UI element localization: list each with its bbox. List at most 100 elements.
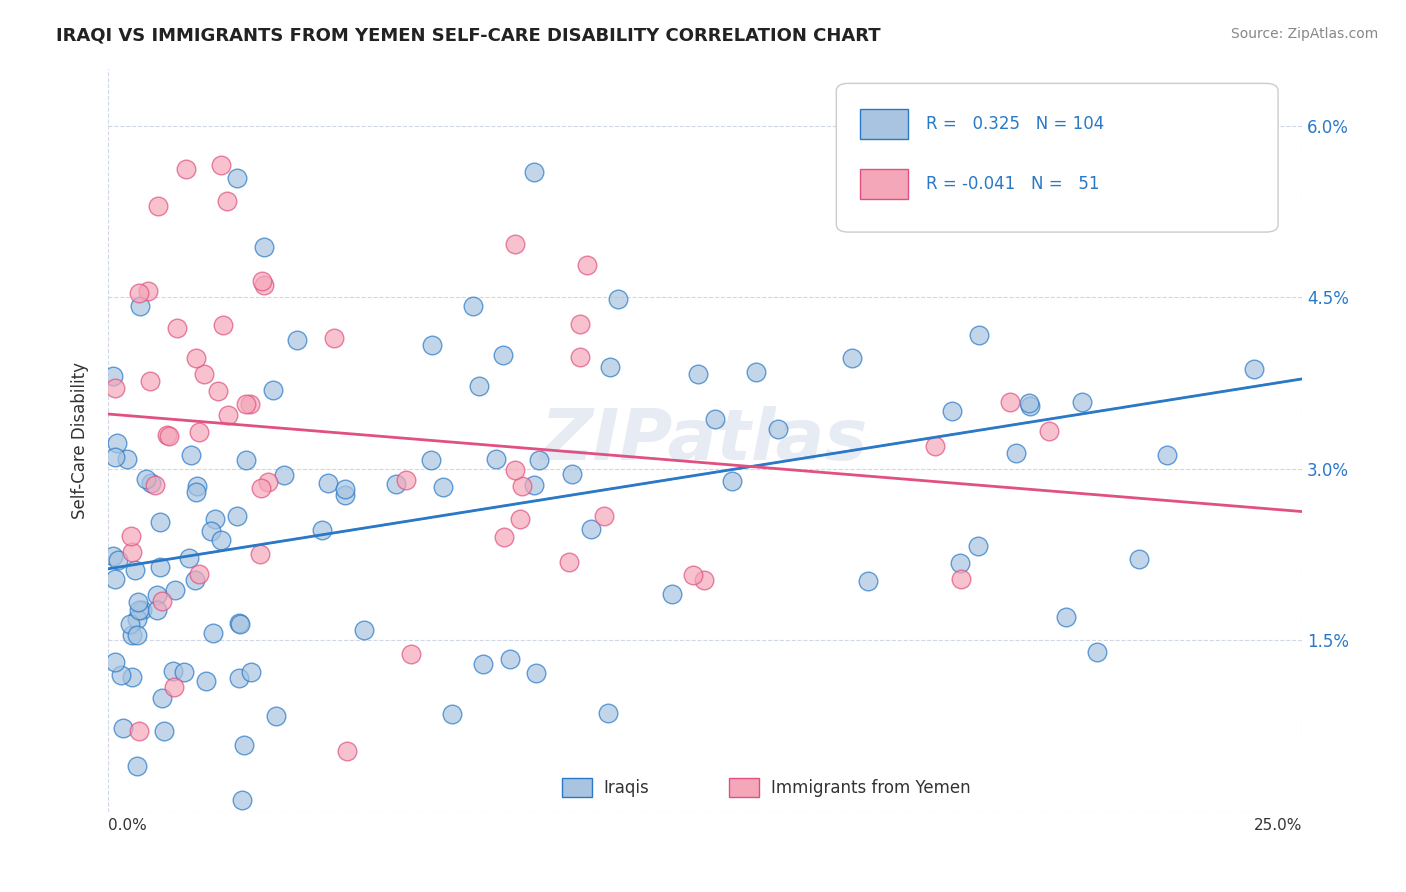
Point xyxy=(250,481,273,495)
Point xyxy=(146,603,169,617)
Point xyxy=(125,612,148,626)
Point xyxy=(180,448,202,462)
Point xyxy=(576,258,599,272)
Point xyxy=(187,566,209,581)
Point xyxy=(129,299,152,313)
Text: Source: ZipAtlas.com: Source: ZipAtlas.com xyxy=(1230,27,1378,41)
Point xyxy=(686,367,709,381)
Point xyxy=(579,522,602,536)
Y-axis label: Self-Care Disability: Self-Care Disability xyxy=(72,362,89,519)
Point xyxy=(194,673,217,688)
Point xyxy=(704,411,727,425)
Point xyxy=(121,670,143,684)
Point xyxy=(186,485,208,500)
Point xyxy=(225,171,247,186)
Point xyxy=(492,348,515,362)
Point xyxy=(184,351,207,366)
Point xyxy=(139,476,162,491)
Text: R =   0.325   N = 104: R = 0.325 N = 104 xyxy=(927,115,1104,133)
Point xyxy=(200,524,222,539)
Point xyxy=(385,477,408,491)
Point xyxy=(924,439,946,453)
Point xyxy=(463,299,485,313)
Point xyxy=(948,556,970,570)
Point xyxy=(212,318,235,333)
Point xyxy=(228,617,250,632)
Point xyxy=(174,161,197,176)
Point xyxy=(128,602,150,616)
Point xyxy=(157,429,180,443)
Text: 25.0%: 25.0% xyxy=(1254,818,1302,833)
Point xyxy=(146,588,169,602)
Point xyxy=(1054,610,1077,624)
Point xyxy=(187,425,209,440)
Point xyxy=(235,397,257,411)
Point xyxy=(509,512,531,526)
Bar xyxy=(728,779,759,797)
Point xyxy=(217,408,239,422)
Point xyxy=(568,350,591,364)
Point xyxy=(1128,552,1150,566)
Point xyxy=(561,467,583,481)
Text: Immigrants from Yemen: Immigrants from Yemen xyxy=(770,779,970,797)
Point xyxy=(239,397,262,411)
Point xyxy=(235,453,257,467)
Point xyxy=(335,482,357,496)
Text: Iraqis: Iraqis xyxy=(603,779,650,797)
Point xyxy=(593,509,616,524)
Point xyxy=(128,285,150,300)
Point xyxy=(110,668,132,682)
Point xyxy=(128,724,150,739)
Point xyxy=(138,374,160,388)
Point xyxy=(150,691,173,706)
Point xyxy=(166,320,188,334)
Point xyxy=(967,328,990,343)
Point xyxy=(124,563,146,577)
Point xyxy=(682,568,704,582)
Point xyxy=(231,793,253,807)
Point xyxy=(153,723,176,738)
Point xyxy=(311,524,333,538)
Point xyxy=(333,488,356,502)
Point xyxy=(134,472,156,486)
Point xyxy=(184,573,207,587)
Point xyxy=(568,317,591,331)
Point xyxy=(1156,448,1178,462)
Point xyxy=(1018,396,1040,410)
Point xyxy=(215,194,238,209)
Point xyxy=(323,331,346,345)
Point xyxy=(998,395,1021,409)
Point xyxy=(262,383,284,397)
Point xyxy=(127,628,149,642)
Point xyxy=(599,359,621,374)
Point xyxy=(103,655,125,669)
Point xyxy=(395,473,418,487)
Bar xyxy=(562,779,592,797)
Point xyxy=(472,657,495,672)
Point xyxy=(193,367,215,381)
Point xyxy=(941,404,963,418)
Point xyxy=(111,721,134,735)
Point xyxy=(285,334,308,348)
Point xyxy=(399,648,422,662)
Point xyxy=(239,665,262,679)
Point xyxy=(523,165,546,179)
Point xyxy=(607,292,630,306)
Point xyxy=(257,475,280,490)
Point xyxy=(136,285,159,299)
Bar xyxy=(860,169,908,199)
Point xyxy=(173,665,195,679)
Point xyxy=(163,680,186,694)
Point xyxy=(336,744,359,758)
Point xyxy=(105,435,128,450)
Point xyxy=(503,463,526,477)
Point xyxy=(207,384,229,398)
Point xyxy=(121,628,143,642)
Point xyxy=(228,615,250,630)
Point xyxy=(202,625,225,640)
Point xyxy=(101,549,124,563)
Point xyxy=(858,195,880,210)
Point xyxy=(766,422,789,436)
Point xyxy=(104,450,127,464)
Point xyxy=(598,706,620,720)
